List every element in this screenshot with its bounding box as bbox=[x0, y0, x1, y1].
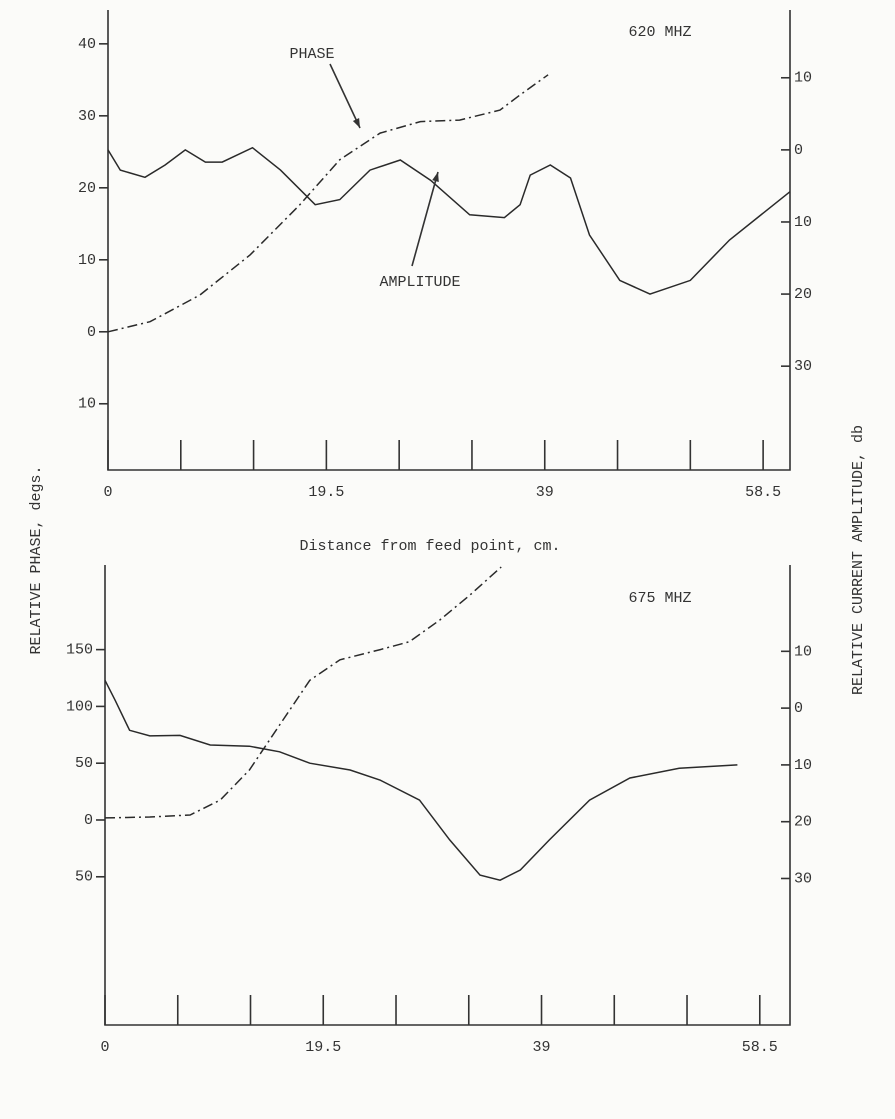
series-line bbox=[107, 146, 791, 295]
panel-title: 620 MHZ bbox=[628, 24, 691, 41]
x-axis-title: Distance from feed point, cm. bbox=[299, 538, 560, 555]
x-tick-label: 19.5 bbox=[308, 484, 344, 501]
y2-tick-label: 10 bbox=[794, 757, 812, 774]
y-tick-label: 100 bbox=[66, 698, 93, 715]
y-tick-label: 150 bbox=[66, 642, 93, 659]
y2-tick-label: 20 bbox=[794, 814, 812, 831]
x-tick-label: 0 bbox=[100, 1039, 109, 1056]
x-tick-label: 39 bbox=[533, 1039, 551, 1056]
y-tick-label: 50 bbox=[75, 755, 93, 772]
y2-axis-title: RELATIVE CURRENT AMPLITUDE, db bbox=[850, 425, 867, 695]
x-tick-label: 39 bbox=[536, 484, 554, 501]
x-tick-label: 19.5 bbox=[305, 1039, 341, 1056]
arrow bbox=[411, 171, 439, 267]
y-axis-title: RELATIVE PHASE, degs. bbox=[28, 465, 45, 654]
y-tick-label: 10 bbox=[78, 396, 96, 413]
y-tick-label: 10 bbox=[78, 252, 96, 269]
y2-tick-label: 10 bbox=[794, 70, 812, 87]
y-tick-label: 0 bbox=[84, 812, 93, 829]
arrow-head bbox=[432, 172, 439, 182]
series-line bbox=[107, 74, 549, 333]
axis-frame bbox=[107, 10, 791, 471]
arrow-head bbox=[352, 118, 360, 128]
y2-tick-label: 10 bbox=[794, 214, 812, 231]
y-tick-label: 20 bbox=[78, 180, 96, 197]
series-label: PHASE bbox=[289, 46, 334, 63]
axis-frame bbox=[104, 565, 791, 1026]
y2-tick-label: 30 bbox=[794, 358, 812, 375]
y-tick-label: 40 bbox=[78, 36, 96, 53]
series-line bbox=[104, 679, 738, 881]
series-label: AMPLITUDE bbox=[379, 274, 460, 291]
y2-tick-label: 10 bbox=[794, 643, 812, 660]
y2-tick-label: 30 bbox=[794, 870, 812, 887]
y2-tick-label: 0 bbox=[794, 142, 803, 159]
panel-title: 675 MHZ bbox=[628, 590, 691, 607]
arrow bbox=[329, 63, 361, 129]
x-tick-label: 58.5 bbox=[742, 1039, 778, 1056]
x-tick-label: 0 bbox=[103, 484, 112, 501]
series-line bbox=[104, 566, 502, 819]
y-tick-label: 30 bbox=[78, 108, 96, 125]
y2-tick-label: 0 bbox=[794, 700, 803, 717]
y-tick-label: 0 bbox=[87, 324, 96, 341]
x-tick-label: 58.5 bbox=[745, 484, 781, 501]
y-tick-label: 50 bbox=[75, 869, 93, 886]
y2-tick-label: 20 bbox=[794, 286, 812, 303]
